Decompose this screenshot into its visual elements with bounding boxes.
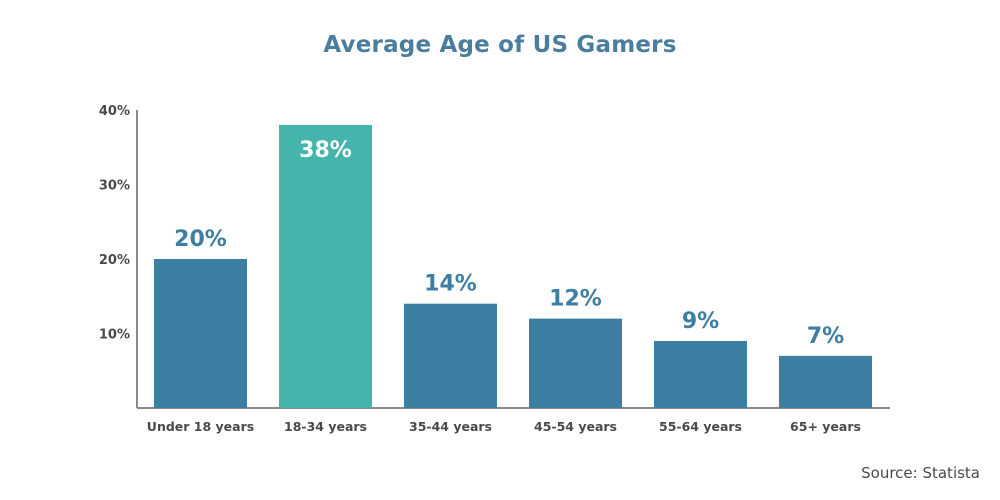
data-label: 20% (174, 227, 227, 252)
bar (279, 124, 372, 409)
x-tick-label: 55-64 years (659, 419, 742, 434)
x-axis-tick-labels: Under 18 years 18-34 years 35-44 years 45-5… (147, 419, 861, 434)
x-tick-label: 35-44 years (409, 419, 492, 434)
bar (654, 340, 747, 408)
bar (404, 303, 497, 408)
chart-title: Average Age of US Gamers (323, 32, 677, 58)
x-tick-label: 65+ years (790, 419, 861, 434)
y-tick-label: 20% (99, 253, 130, 268)
bar (779, 355, 872, 408)
data-label: 12% (549, 287, 602, 312)
bar (529, 318, 622, 408)
data-label: 7% (807, 324, 844, 349)
y-tick-label: 40% (99, 104, 130, 119)
x-tick-label: Under 18 years (147, 419, 254, 434)
x-tick-label: 45-54 years (534, 419, 617, 434)
y-axis: 10% 20% 30% 40% (99, 104, 890, 409)
bars (154, 124, 872, 409)
source-note: Source: Statista (861, 464, 980, 482)
y-tick-label: 10% (99, 328, 130, 343)
x-tick-label: 18-34 years (284, 419, 367, 434)
y-tick-label: 30% (99, 179, 130, 194)
data-label: 38% (299, 138, 352, 163)
data-labels: 20% 38% 14% 12% 9% 7% (174, 138, 844, 349)
bar (154, 259, 247, 408)
data-label: 14% (424, 272, 477, 297)
data-label: 9% (682, 309, 719, 334)
